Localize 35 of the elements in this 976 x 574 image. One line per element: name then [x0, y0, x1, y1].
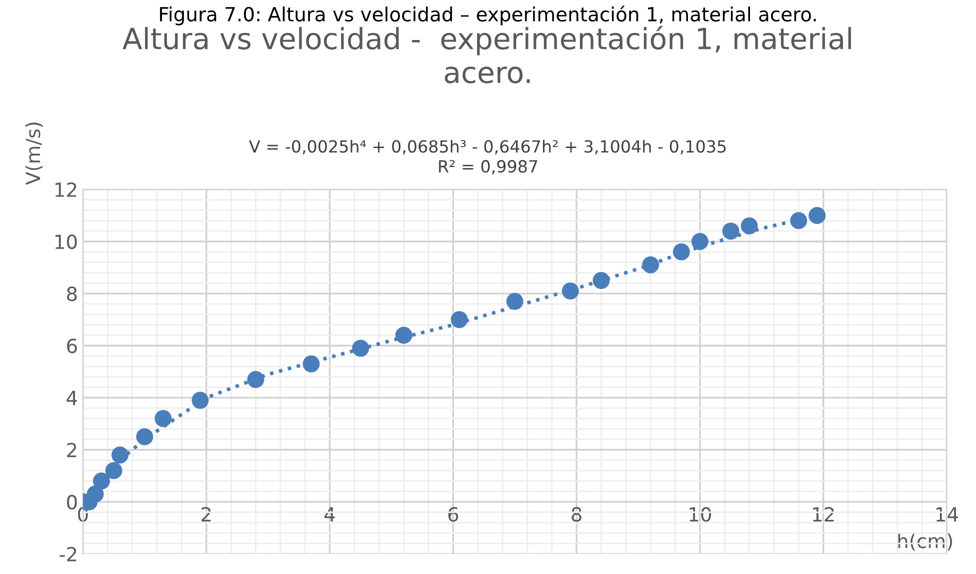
x-tick-label: 14 — [936, 507, 958, 522]
y-tick-label: 10 — [55, 234, 77, 250]
point — [740, 217, 758, 234]
point — [395, 326, 412, 344]
point — [506, 292, 524, 310]
chart-title: Altura vs velocidad - experimentación 1, material acero. — [122, 26, 851, 84]
y-tick-label: 8 — [67, 286, 77, 302]
point — [302, 355, 320, 372]
point — [111, 446, 128, 464]
point — [808, 206, 826, 224]
y-tick-label: -2 — [60, 546, 76, 562]
text: V = -0,0025h⁴ + 0,0685h³ - 0,6467h² + 3,1004h - 0,1035 R² = 0,9987 — [249, 140, 726, 174]
y-tick-label: 0 — [67, 494, 77, 510]
point — [154, 410, 172, 428]
y-tick-label: 12 — [55, 182, 76, 197]
point — [86, 486, 104, 503]
point — [92, 472, 110, 490]
point — [592, 272, 610, 290]
y-tick-label: 4 — [66, 390, 78, 406]
point — [691, 232, 708, 250]
y-axis-title: V(m/s) — [25, 122, 43, 185]
text: Figura 7.0: Altura vs velocidad – experimentación 1, material acero. — [160, 6, 816, 26]
point — [562, 282, 579, 300]
point — [247, 370, 264, 388]
point — [450, 311, 468, 328]
point — [642, 256, 660, 274]
y-tick-label: 6 — [67, 338, 77, 354]
point — [352, 340, 370, 357]
point — [192, 392, 209, 409]
y-tick-label: 2 — [67, 442, 76, 458]
point — [722, 222, 740, 240]
point — [790, 212, 808, 230]
point — [672, 243, 690, 260]
point — [105, 462, 122, 480]
point — [136, 428, 154, 446]
